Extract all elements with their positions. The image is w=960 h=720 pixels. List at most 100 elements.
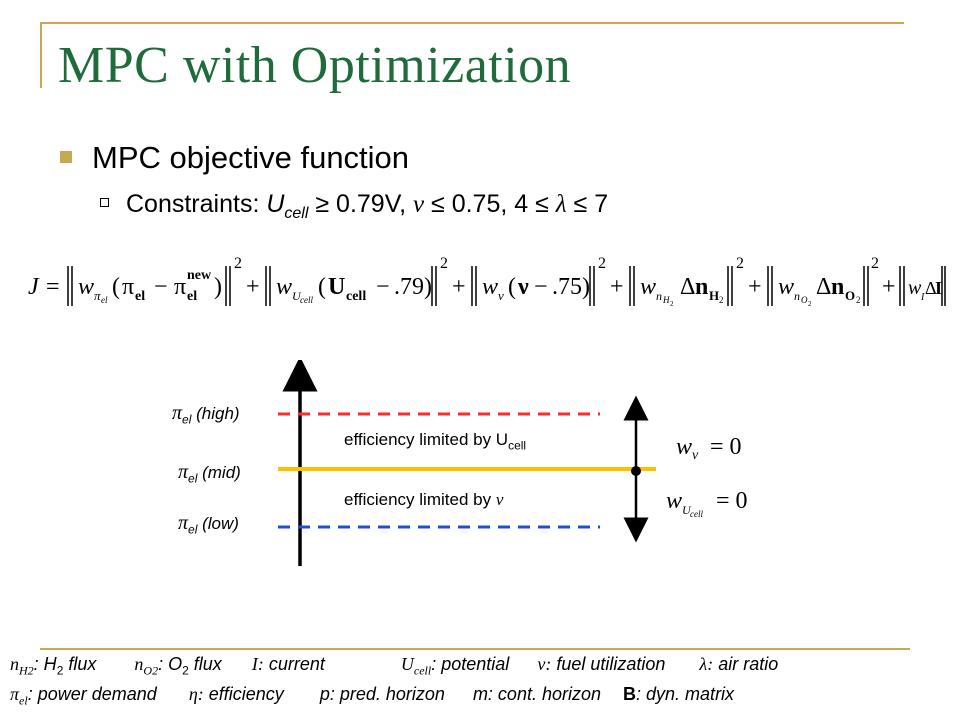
svg-text:cell: cell [346, 289, 366, 304]
legend-nh2: nH2 [10, 654, 34, 678]
eq-equals: = [46, 274, 60, 300]
weight-eq-nu: w ν = 0 [676, 434, 742, 463]
svg-text:w: w [78, 274, 94, 300]
svg-text:n: n [695, 274, 708, 300]
legend-lambda-symbol: λ: [699, 654, 714, 674]
svg-text:π: π [122, 274, 134, 300]
legend-pi-symbol: πel [10, 684, 28, 708]
svg-text:Δ: Δ [816, 274, 831, 300]
svg-text:−: − [376, 274, 390, 300]
svg-text:2: 2 [808, 300, 812, 308]
svg-text:ν: ν [498, 288, 504, 303]
svg-text:el: el [187, 289, 197, 304]
legend-cont-horizon: m: cont. horizon [472, 684, 601, 704]
label-pi-el-low: πel (low) [178, 512, 239, 537]
svg-text:el: el [135, 289, 145, 304]
svg-text:= 0: = 0 [716, 488, 748, 514]
svg-text:2: 2 [670, 300, 674, 308]
svg-text:(: ( [112, 274, 120, 300]
ucell-constraint: ≥ 0.79V, [308, 190, 413, 218]
svg-text:U: U [328, 274, 345, 300]
legend-current-symbol: I: [251, 654, 264, 674]
footer-rule [40, 648, 910, 650]
svg-text:cell: cell [690, 509, 703, 519]
svg-text:ν: ν [517, 274, 529, 300]
eq-term-current: w I Δ I [899, 266, 946, 306]
svg-text:H: H [662, 295, 670, 305]
bullet-objective-function: MPC objective function [60, 140, 409, 176]
bullet-constraints: Constraints: Ucell ≥ 0.79V, ν ≤ 0.75, 4 … [100, 190, 608, 223]
svg-text:2: 2 [856, 295, 861, 305]
legend-no2: nO2 [134, 654, 159, 678]
svg-text:Δ: Δ [680, 274, 695, 300]
svg-text:2: 2 [234, 255, 242, 272]
legend-B-symbol: B [623, 684, 637, 704]
svg-text:): ) [214, 274, 222, 300]
svg-text:+: + [610, 274, 624, 300]
objective-function-equation: J = w π el ( π el − π el new ) 2 + w U c… [28, 255, 946, 308]
svg-text:H: H [709, 288, 719, 303]
slide-frame-left-rule [40, 22, 42, 88]
legend-eta-symbol: η: [188, 684, 204, 704]
svg-text:n: n [656, 289, 662, 303]
svg-text:U: U [682, 503, 692, 517]
label-pi-el-mid: πel (mid) [178, 461, 241, 486]
eq-term-nh2: w n H 2 Δ n H 2 2 [629, 255, 744, 308]
ucell-subscript: cell [284, 205, 309, 222]
svg-text:O: O [801, 295, 808, 305]
svg-text:n: n [794, 289, 800, 303]
svg-text:(: ( [318, 274, 326, 300]
svg-text:2: 2 [719, 295, 724, 305]
svg-text:Δ: Δ [925, 278, 937, 298]
nu-symbol: ν [412, 191, 425, 218]
svg-text:w: w [908, 277, 922, 299]
svg-text:−: − [534, 274, 548, 300]
svg-text:−: − [154, 274, 168, 300]
eq-term-power: w π el ( π el − π el new ) 2 [67, 255, 242, 306]
svg-text:cell: cell [300, 295, 313, 305]
svg-text:U: U [292, 289, 302, 303]
svg-text:+: + [452, 274, 466, 300]
svg-text:w: w [778, 274, 794, 300]
legend-pred-horizon: p: pred. horizon [319, 684, 445, 704]
svg-text:el: el [101, 295, 108, 305]
operating-regions-diagram: πel (high) πel (mid) πel (low) w ν = 0 w… [0, 360, 960, 580]
region-upper-text: efficiency limited by Ucell [344, 430, 527, 453]
svg-text:w: w [640, 274, 656, 300]
lambda-constraint: ≤ 7 [566, 190, 609, 218]
svg-text:(: ( [508, 274, 516, 300]
svg-text:O: O [845, 288, 855, 303]
legend-ucell-symbol: Ucell [400, 654, 432, 678]
square-bullet-icon [60, 150, 72, 163]
ucell-symbol: U [266, 190, 285, 218]
legend-nu-symbol: ν: [537, 654, 552, 674]
svg-text:2: 2 [440, 255, 448, 272]
constraints-prefix: Constraints: [126, 190, 267, 218]
svg-text:2: 2 [871, 255, 879, 272]
nu-constraint: ≤ 0.75, 4 ≤ [424, 190, 556, 218]
operating-point [631, 466, 641, 476]
svg-text:n: n [831, 274, 844, 300]
svg-text:π: π [174, 274, 186, 300]
svg-text:π: π [94, 288, 101, 303]
slide-frame-top-rule [40, 22, 904, 24]
svg-text:new: new [187, 268, 212, 283]
bullet-objective-text: MPC objective function [92, 140, 410, 175]
svg-text:2: 2 [736, 255, 744, 272]
svg-text:.75): .75) [552, 274, 590, 300]
slide-title: MPC with Optimization [58, 37, 572, 94]
label-pi-el-high: πel (high) [172, 402, 240, 427]
eq-J: J [28, 274, 40, 300]
svg-text:= 0: = 0 [710, 434, 742, 460]
svg-text:w: w [482, 274, 498, 300]
svg-text:+: + [748, 274, 762, 300]
lambda-symbol: λ [555, 191, 567, 218]
eq-term-no2: w n O 2 Δ n O 2 2 [767, 255, 879, 308]
weight-eq-ucell: w U cell = 0 [666, 488, 748, 519]
region-lower-text: efficiency limited by ν [344, 490, 504, 509]
legend-line-1: nH2: H2 flux nO2: O2 flux I: current Uce… [10, 654, 779, 678]
svg-text:2: 2 [598, 255, 606, 272]
svg-text:+: + [246, 274, 260, 300]
hollow-square-bullet-icon [100, 197, 109, 207]
svg-text:w: w [666, 488, 682, 514]
